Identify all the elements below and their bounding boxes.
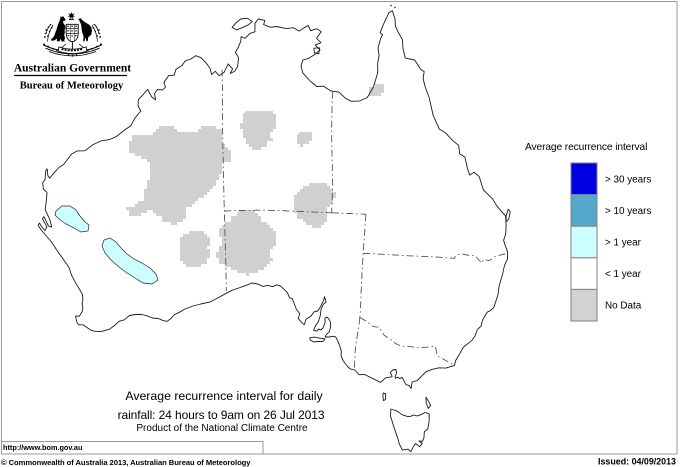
svg-text:> 1 year: > 1 year [605,238,642,249]
svg-text:rainfall: 24 hours to 9am on 2: rainfall: 24 hours to 9am on 26 Jul 2013 [118,408,325,422]
svg-text:Australian Government: Australian Government [14,63,131,75]
svg-text:© Commonwealth of Australia 20: © Commonwealth of Australia 2013, Austra… [1,458,251,467]
svg-text:Average recurrence interval fo: Average recurrence interval for daily [125,389,323,403]
svg-text:http://www.bom.gov.au: http://www.bom.gov.au [3,443,82,452]
svg-text:> 10 years: > 10 years [605,206,651,217]
svg-text:Bureau of Meteorology: Bureau of Meteorology [20,81,124,92]
svg-text:< 1 year: < 1 year [605,269,642,280]
svg-text:No Data: No Data [605,301,642,312]
svg-text:Average recurrence interval: Average recurrence interval [525,142,647,153]
svg-text:Product of the National Climat: Product of the National Climate Centre [136,423,308,434]
svg-text:Issued: 04/09/2013: Issued: 04/09/2013 [598,457,676,467]
svg-text:> 30 years: > 30 years [605,174,651,185]
